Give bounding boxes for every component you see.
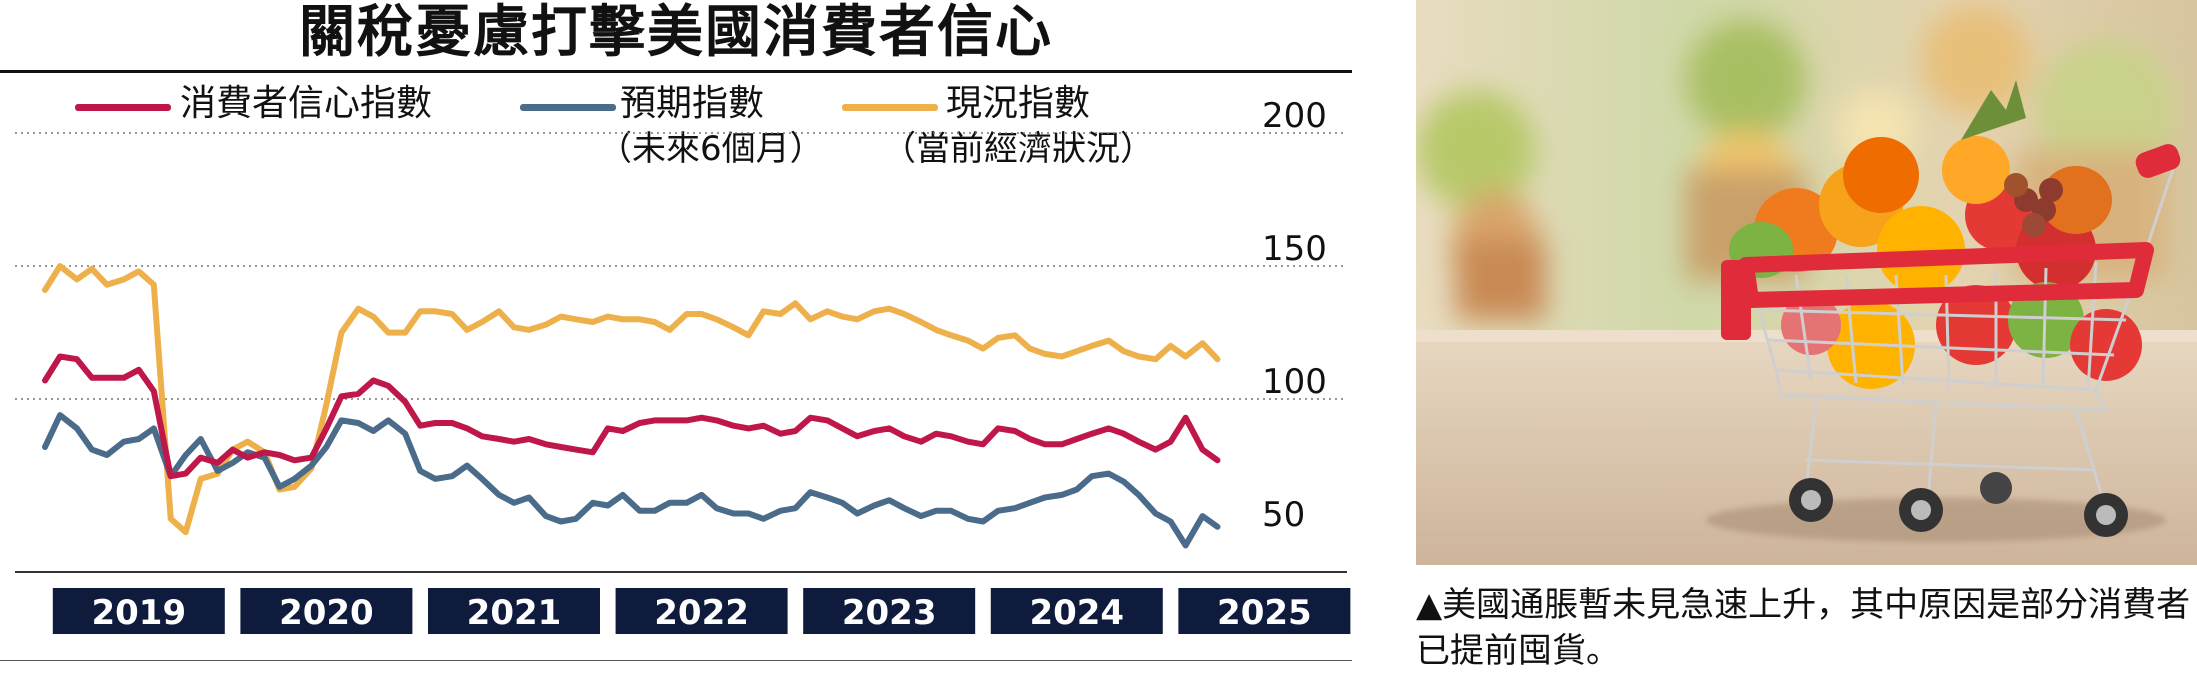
legend-sub-present: （當前經濟狀況） bbox=[882, 129, 1154, 169]
title-rule bbox=[0, 70, 1352, 73]
bottom-rule bbox=[0, 660, 1352, 661]
year-label-bg-2024 bbox=[990, 588, 1163, 634]
series-line-confidence bbox=[42, 353, 1221, 480]
y-tick-label-50: 50 bbox=[1262, 495, 1305, 535]
year-label-bg-2021 bbox=[427, 588, 600, 634]
legend-label-confidence: 消費者信心指數 bbox=[180, 83, 433, 124]
x-tick-label-2020: 2020 bbox=[279, 593, 374, 633]
year-label-bg-2019 bbox=[52, 588, 225, 634]
legend-label-present: 現況指數 bbox=[946, 83, 1091, 124]
legend-swatch-confidence bbox=[75, 104, 171, 111]
y-tick-label-200: 200 bbox=[1262, 96, 1327, 136]
legend-swatch-present bbox=[842, 104, 938, 111]
shopping-cart-icon bbox=[1416, 0, 2197, 565]
year-label-bg-2023 bbox=[803, 588, 976, 634]
x-tick-label-2021: 2021 bbox=[467, 593, 562, 633]
legend-swatch-expectations bbox=[520, 104, 616, 111]
y-tick-label-150: 150 bbox=[1262, 229, 1327, 269]
x-tick-label-2019: 2019 bbox=[91, 593, 186, 633]
photo-caption: ▲美國通脹暫未見急速上升，其中原因是部分消費者已提前囤貨。 bbox=[1416, 585, 2191, 671]
x-tick-label-2022: 2022 bbox=[654, 593, 749, 633]
year-label-bg-2022 bbox=[615, 588, 788, 634]
x-tick-label-2024: 2024 bbox=[1029, 593, 1124, 633]
x-tick-label-2025: 2025 bbox=[1217, 593, 1312, 633]
x-tick-label-2023: 2023 bbox=[842, 593, 937, 633]
year-label-bg-2020 bbox=[240, 588, 413, 634]
y-tick-label-100: 100 bbox=[1262, 362, 1327, 402]
shopping-cart-photo bbox=[1416, 0, 2197, 565]
line-chart: 50 100 150 200 2019 2020 2021 2022 2023 2024 2025 bbox=[15, 96, 1351, 634]
legend-sub-expectations: （未來6個月） bbox=[598, 129, 824, 169]
legend-label-expectations: 預期指數 bbox=[620, 83, 765, 124]
series-line-present bbox=[42, 263, 1221, 536]
series-line-expectations bbox=[42, 412, 1221, 549]
year-label-bg-2025 bbox=[1178, 588, 1351, 634]
chart-panel: 關稅憂慮打擊美國消費者信心 消費者信心指數 預期指數 （未來6個月） 現況指數 … bbox=[0, 0, 1352, 661]
chart-title: 關稅憂慮打擊美國消費者信心 bbox=[299, 0, 1053, 65]
